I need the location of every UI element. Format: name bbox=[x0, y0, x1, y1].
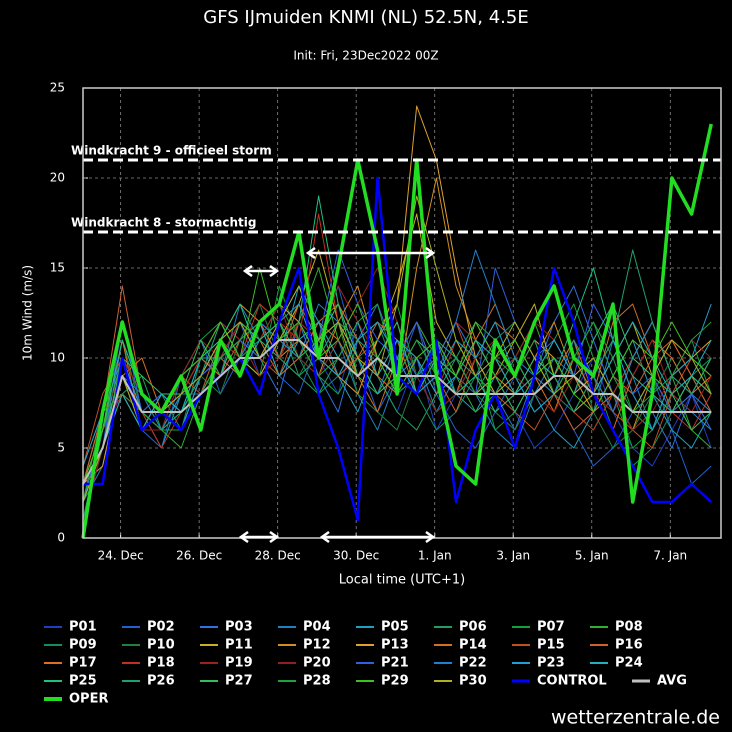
legend-label: P10 bbox=[147, 638, 175, 653]
source: wetterzentrale.de bbox=[551, 707, 720, 729]
legend-label: P19 bbox=[225, 656, 253, 671]
chart-title: GFS IJmuiden KNMI (NL) 52.5N, 4.5E bbox=[203, 7, 528, 28]
legend-label: P01 bbox=[69, 620, 97, 635]
legend-label: P11 bbox=[225, 638, 253, 653]
chart-subtitle: Init: Fri, 23Dec2022 00Z bbox=[293, 49, 438, 63]
legend-label: AVG bbox=[657, 674, 687, 689]
series-line bbox=[82, 303, 712, 485]
legend-label: P07 bbox=[537, 620, 565, 635]
x-tick-label: 24. Dec bbox=[98, 549, 144, 563]
legend-label: P22 bbox=[459, 656, 487, 671]
legend-label: P02 bbox=[147, 620, 175, 635]
threshold-label: Windkracht 9 - officieel storm bbox=[71, 144, 272, 158]
x-tick-label: 3. Jan bbox=[496, 549, 530, 563]
y-axis-label: 10m Wind (m/s) bbox=[21, 265, 35, 361]
legend-label: P25 bbox=[69, 674, 97, 689]
y-tick-label: 25 bbox=[50, 81, 65, 95]
threshold-label: Windkracht 8 - stormachtig bbox=[71, 216, 256, 230]
arrow-head bbox=[305, 246, 436, 260]
period-arrows bbox=[238, 246, 436, 544]
x-tick-label: 5. Jan bbox=[575, 549, 609, 563]
arrow-head bbox=[319, 530, 436, 544]
y-tick-label: 0 bbox=[57, 531, 65, 545]
x-axis-label: Local time (UTC+1) bbox=[339, 573, 465, 588]
series-line bbox=[81, 123, 713, 539]
series-line bbox=[82, 195, 712, 503]
legend-label: OPER bbox=[69, 692, 108, 707]
x-tick-label: 1. Jan bbox=[418, 549, 452, 563]
y-tick-label: 20 bbox=[50, 171, 65, 185]
x-tick-label: 28. Dec bbox=[255, 549, 301, 563]
x-tick-label: 7. Jan bbox=[653, 549, 687, 563]
legend-label: CONTROL bbox=[537, 674, 607, 689]
legend-label: P03 bbox=[225, 620, 253, 635]
legend-label: P20 bbox=[303, 656, 331, 671]
y-tick-label: 15 bbox=[50, 261, 65, 275]
legend-label: P16 bbox=[615, 638, 643, 653]
legend-label: P28 bbox=[303, 674, 331, 689]
legend-label: P21 bbox=[381, 656, 409, 671]
legend-label: P04 bbox=[303, 620, 331, 635]
arrow-head bbox=[242, 264, 280, 278]
arrow-head bbox=[238, 530, 280, 544]
legend-label: P05 bbox=[381, 620, 409, 635]
legend-label: P13 bbox=[381, 638, 409, 653]
legend-label: P14 bbox=[459, 638, 487, 653]
legend-label: P27 bbox=[225, 674, 253, 689]
legend-label: P09 bbox=[69, 638, 97, 653]
legend-label: P06 bbox=[459, 620, 487, 635]
legend-label: P18 bbox=[147, 656, 175, 671]
legend-label: P26 bbox=[147, 674, 175, 689]
legend-label: P24 bbox=[615, 656, 643, 671]
legend-label: P29 bbox=[381, 674, 409, 689]
legend-label: P17 bbox=[69, 656, 97, 671]
y-tick-label: 10 bbox=[50, 351, 65, 365]
y-tick-label: 5 bbox=[57, 441, 65, 455]
legend-label: P08 bbox=[615, 620, 643, 635]
legend-label: P15 bbox=[537, 638, 565, 653]
x-tick-label: 30. Dec bbox=[333, 549, 379, 563]
legend-label: P12 bbox=[303, 638, 331, 653]
legend-label: P30 bbox=[459, 674, 487, 689]
x-tick-label: 26. Dec bbox=[176, 549, 222, 563]
legend-label: P23 bbox=[537, 656, 565, 671]
